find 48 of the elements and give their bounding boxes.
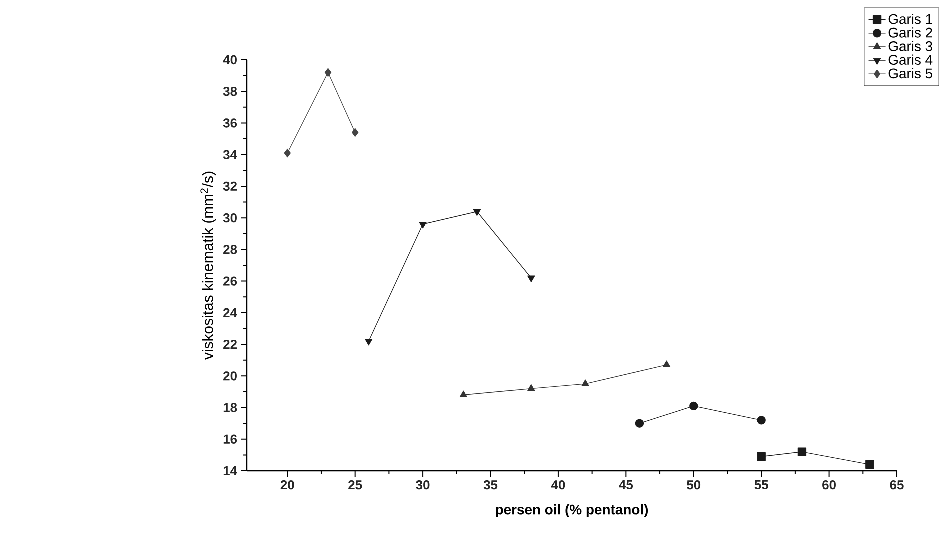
point	[365, 339, 373, 346]
y-tick-label: 32	[223, 182, 237, 192]
y-tick-label: 34	[223, 150, 238, 160]
point	[757, 452, 766, 462]
point	[866, 460, 874, 470]
y-tick-label: 28	[224, 245, 238, 254]
x-tick-label: 45	[619, 480, 634, 490]
point	[528, 384, 536, 392]
x-tick-label: 65	[890, 480, 904, 490]
y-tick-label: 18	[224, 403, 238, 412]
x-tick-label: 60	[822, 480, 836, 490]
y-tick-label: 14	[224, 466, 238, 476]
y-tick-label: 22	[224, 340, 237, 350]
x-axis-title: persen oil (% pentanol)	[496, 504, 648, 518]
y-tick-label: 16	[224, 434, 238, 444]
legend-label: Garis 5	[888, 68, 932, 79]
legend-label: Garis 3	[888, 41, 932, 52]
point	[662, 360, 671, 368]
point	[284, 148, 291, 158]
y-tick-label: 36	[223, 118, 238, 128]
point	[352, 128, 359, 138]
point	[798, 448, 807, 456]
legend-label: Garis 2	[888, 28, 932, 38]
y-axis-title: viskositas kinematik (mm$^{2}$/s)	[200, 172, 216, 360]
point	[528, 276, 536, 282]
x-tick-label: 50	[687, 480, 701, 490]
legend-label: Garis 4	[888, 54, 933, 66]
point	[473, 209, 482, 216]
legend-label: Garis 1	[888, 14, 932, 24]
y-tick-label: 24	[224, 308, 238, 318]
x-tick-label: 30	[416, 480, 430, 490]
y-tick-label: 20	[224, 372, 237, 381]
y-tick-label: 38	[223, 87, 238, 96]
point	[690, 402, 698, 411]
x-tick-label: 35	[484, 480, 498, 490]
x-tick-label: 40	[551, 480, 566, 490]
point	[324, 68, 332, 77]
point	[460, 390, 468, 398]
y-tick-label: 40	[223, 55, 237, 65]
point	[419, 222, 427, 229]
y-tick-label: 30	[223, 213, 237, 223]
x-tick-label: 55	[754, 480, 768, 490]
point	[582, 380, 590, 386]
point	[635, 419, 644, 428]
y-tick-label: 26	[224, 276, 238, 286]
point	[757, 416, 766, 425]
x-tick-label: 20	[280, 480, 294, 490]
x-tick-label: 25	[348, 480, 362, 490]
